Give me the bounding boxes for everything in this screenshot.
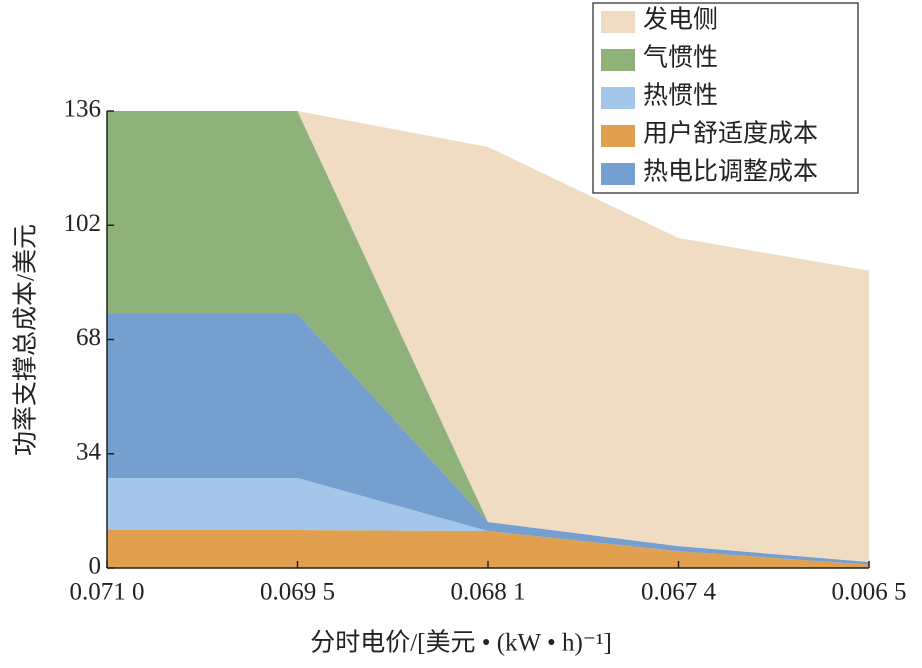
y-tick-label: 68 [76, 324, 101, 351]
legend-swatch [601, 49, 635, 71]
legend-label: 热惯性 [643, 82, 718, 110]
legend-label: 气惯性 [643, 44, 718, 72]
legend-label: 发电侧 [643, 6, 718, 34]
x-tick-label: 0.067 4 [641, 579, 717, 606]
x-tick-label: 0.006 5 [832, 579, 907, 606]
legend-swatch [601, 125, 635, 147]
legend-swatch [601, 163, 635, 185]
area [107, 530, 869, 568]
y-tick-label: 0 [89, 553, 102, 580]
legend-label: 热电比调整成本 [643, 158, 818, 186]
area [107, 477, 869, 565]
x-axis-label: 分时电价/[美元 • (kW • h)⁻¹] [310, 629, 612, 657]
area [107, 111, 869, 562]
legend-swatch [601, 11, 635, 33]
y-tick-label: 102 [64, 210, 102, 237]
legend-swatch [601, 87, 635, 109]
y-axis-label: 功率支撑总成本/美元 [12, 224, 40, 456]
y-tick-label: 34 [76, 438, 102, 465]
legend-label: 用户舒适度成本 [643, 120, 818, 148]
x-tick-label: 0.071 0 [70, 579, 145, 606]
x-tick-label: 0.069 5 [260, 579, 335, 606]
y-tick-label: 136 [64, 96, 102, 123]
legend-box [592, 2, 859, 194]
x-tick-label: 0.068 1 [451, 579, 526, 606]
area [107, 111, 869, 562]
area [107, 313, 869, 565]
